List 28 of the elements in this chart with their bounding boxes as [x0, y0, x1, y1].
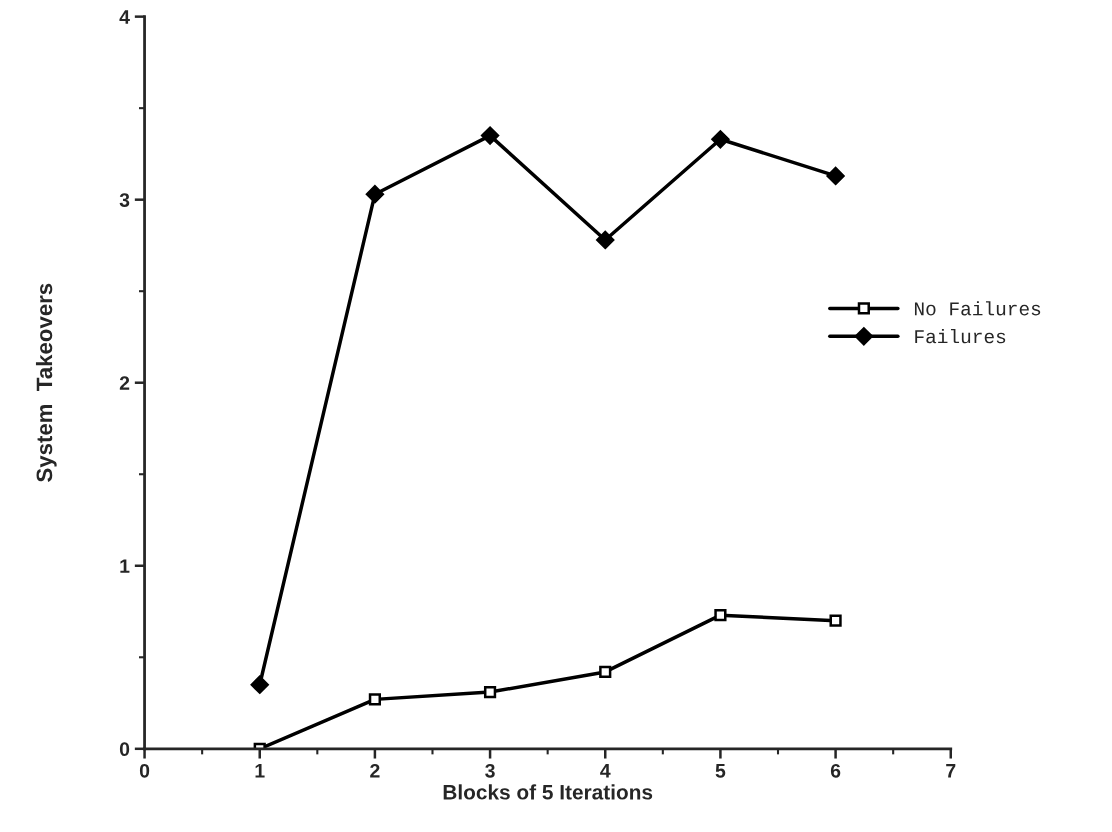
point: [829, 614, 842, 627]
point: [368, 693, 382, 706]
y-tick-label: 0: [119, 742, 130, 757]
x-tick-label: 7: [946, 764, 956, 778]
point: [714, 609, 727, 622]
x-tick-label: 0: [139, 763, 150, 778]
x-tick-label: 1: [255, 764, 265, 778]
point: [826, 166, 845, 185]
y-tick-label: 1: [120, 559, 130, 573]
x-axis-title: Blocks of 5 Iterations: [443, 784, 653, 800]
point: [250, 675, 269, 694]
x-tick-label: 3: [485, 763, 495, 778]
y-tick-label: 4: [119, 10, 130, 24]
point: [480, 126, 500, 145]
y-tick-label: 2: [119, 376, 130, 390]
legend-label: Failures: [915, 329, 1006, 344]
point: [596, 230, 615, 250]
point: [711, 130, 730, 149]
legend-label: No Failures: [914, 301, 1041, 316]
x-tick-label: 6: [830, 763, 841, 778]
y-axis-title: System Takeovers: [35, 283, 57, 482]
x-tick-label: 4: [600, 764, 611, 778]
y-tick-label: 3: [119, 193, 130, 207]
point: [599, 665, 612, 679]
x-tick-label: 5: [715, 764, 726, 778]
x-tick-label: 2: [370, 763, 380, 778]
point: [365, 185, 385, 204]
point: [483, 685, 497, 699]
